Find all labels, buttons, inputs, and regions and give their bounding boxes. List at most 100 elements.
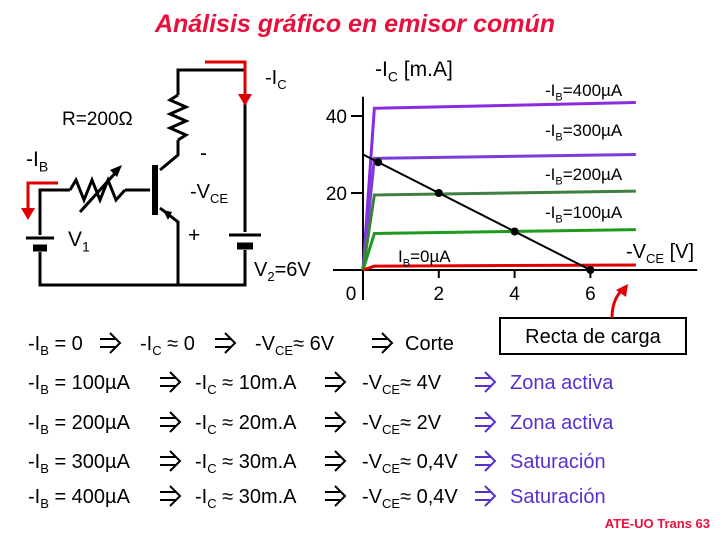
text-part: -I (28, 372, 40, 394)
arrow-head (110, 165, 122, 177)
implies-arrow (475, 485, 497, 507)
text-part: -I (28, 412, 40, 434)
text-part: = 400µA (49, 486, 131, 508)
implies-arrow (325, 371, 347, 393)
subscript: C (388, 68, 398, 84)
text-part: V (254, 259, 268, 281)
load-line (362, 153, 591, 271)
text-part: -I (265, 67, 277, 89)
arrow-head (21, 208, 35, 220)
text-part: =0µA (410, 247, 451, 266)
subscript: B (40, 382, 49, 397)
text-part: -V (626, 241, 647, 263)
text-part: ≈ 0 (162, 333, 195, 355)
text-part: =100µA (563, 203, 623, 222)
subscript: C (207, 461, 216, 476)
implies-arrow (100, 332, 122, 354)
ib-value: -IB = 200µA (28, 412, 131, 437)
footer: ATE-UO Trans 63 (605, 516, 710, 531)
text-part: -V (190, 181, 211, 203)
text-part: ≈ 6V (293, 333, 335, 355)
implies-arrow (160, 411, 182, 433)
implies-arrow (372, 332, 394, 354)
y-tick-label: 40 (326, 107, 347, 128)
text-part: ≈ 0,4V (400, 486, 458, 508)
title: Análisis gráfico en emisor común (154, 10, 555, 38)
vce-value: -VCE≈ 0,4V (362, 451, 458, 476)
region: Zona activa (510, 412, 614, 434)
ic-arrow (205, 60, 247, 96)
subscript: CE (275, 343, 293, 358)
text-part: -I (28, 451, 40, 473)
text-part: ≈ 30m.A (217, 451, 298, 473)
ib-value: -IB = 0 (28, 333, 83, 358)
text-part: -I (195, 486, 207, 508)
subscript: CE (646, 251, 664, 266)
text-part: -V (362, 486, 383, 508)
subscript: CE (210, 191, 228, 206)
y-axis-label: -IC [m.A] (375, 58, 453, 84)
minus-label: - (200, 142, 207, 165)
curve-label: -IB=100µA (545, 203, 623, 225)
operating-point (434, 189, 443, 197)
text-part: [m.A] (398, 58, 453, 81)
curve-label: -IB=300µA (545, 121, 623, 143)
circuit (21, 60, 261, 287)
implies-arrow (325, 450, 347, 472)
region: Saturación (510, 451, 606, 473)
text-part: -I (26, 148, 39, 171)
subscript: 1 (82, 238, 90, 254)
text-part: -I (195, 451, 207, 473)
subscript: B (555, 131, 562, 143)
text-part: -I (28, 333, 40, 355)
text-part: = 0 (49, 333, 83, 355)
vce-value: -VCE≈ 4V (362, 372, 442, 397)
ic-value: -IC ≈ 20m.A (195, 412, 297, 437)
ib-value: -IB = 100µA (28, 372, 131, 397)
v1-label: V1 (68, 228, 90, 254)
arrow-head (238, 94, 252, 106)
subscript: CE (382, 422, 400, 437)
operating-point (510, 227, 519, 236)
text-part: ≈ 30m.A (217, 486, 298, 508)
implies-arrow (160, 450, 182, 472)
text-part: -I (545, 81, 555, 100)
subscript: CE (382, 496, 400, 511)
operating-point (374, 158, 383, 167)
text-part: -V (362, 451, 383, 473)
text-part: =300µA (563, 121, 623, 140)
subscript: B (40, 343, 49, 358)
wire (38, 250, 247, 287)
subscript: B (555, 213, 562, 225)
subscript: CE (382, 382, 400, 397)
region: Corte (405, 333, 454, 355)
implies-arrow (215, 332, 237, 354)
text-part: -V (362, 372, 383, 394)
text-part: V (68, 228, 82, 251)
text-part: -V (255, 333, 276, 355)
text-part: -I (375, 58, 388, 81)
text-part: ≈ 20m.A (217, 412, 298, 434)
curve-label: IB=0µA (398, 247, 451, 269)
y-tick-label: 20 (326, 184, 347, 205)
vce-label: -VCE (190, 181, 228, 206)
vce-value: -VCE≈ 0,4V (362, 486, 458, 511)
ic-value: -IC ≈ 0 (140, 333, 195, 358)
text-part: -I (195, 412, 207, 434)
load-line-box (499, 317, 687, 355)
x-tick-label: 6 (585, 284, 596, 305)
implies-arrow (160, 371, 182, 393)
text-part: I (398, 247, 403, 266)
load-line-label: Recta de carga (525, 326, 662, 348)
text-part: = 300µA (49, 451, 131, 473)
x-axis-label: -VCE [V] (626, 241, 694, 266)
subscript: 2 (267, 269, 274, 284)
curve (361, 101, 636, 271)
text-part: = 200µA (49, 412, 131, 434)
subscript: B (403, 257, 410, 269)
resistor (166, 93, 190, 142)
emitter-arrow (163, 210, 172, 220)
subscript: C (277, 77, 286, 92)
wire (38, 188, 70, 235)
